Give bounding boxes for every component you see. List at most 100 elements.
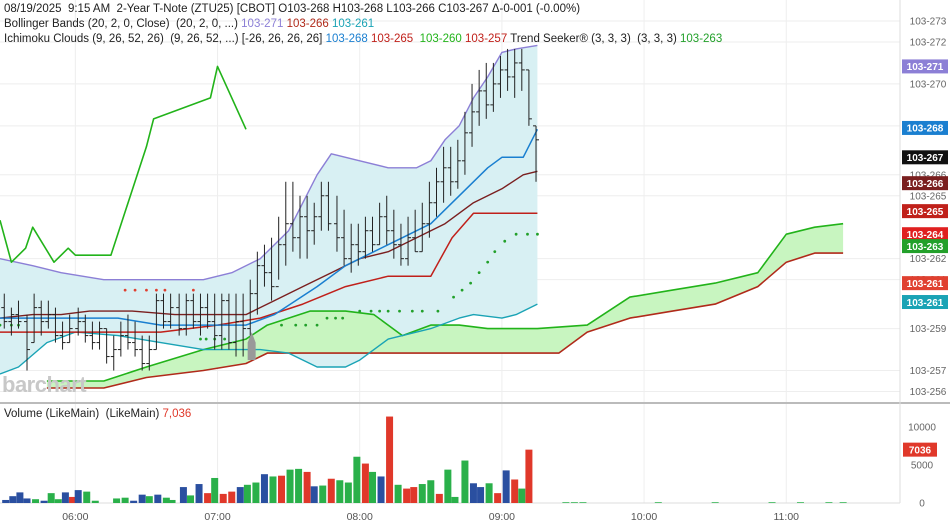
volume-bar: [278, 475, 286, 503]
ohlc-bar: [254, 251, 261, 315]
trend-seeker-dot: [294, 323, 298, 327]
trend-seeker-dot: [420, 309, 424, 313]
y-axis-tick-label: 103-262: [910, 254, 947, 265]
volume-bar: [303, 471, 311, 503]
trend-seeker-dot: [460, 288, 464, 292]
trend-seeker-dot: [163, 288, 167, 292]
price-label: 103-261: [907, 279, 944, 290]
trend-seeker-dot: [469, 281, 473, 285]
ohlc-bar: [412, 209, 419, 253]
volume-bar: [369, 471, 377, 503]
volume-bar: [485, 483, 493, 503]
volume-bar: [179, 487, 187, 503]
volume-bar: [327, 478, 335, 503]
price-label-bg: [902, 59, 948, 74]
volume-label[interactable]: Volume (LikeMain): [4, 408, 100, 420]
header-line-3: Ichimoku Clouds (9, 26, 52, 26) (9, 26, …: [4, 33, 722, 45]
ohlc-bar: [96, 321, 103, 350]
bollinger-mid-line: [0, 170, 538, 319]
ohlc-bar: [504, 48, 511, 91]
ohlc-bar: [103, 328, 110, 364]
volume-bar: [138, 494, 146, 503]
ohlc-bar: [15, 300, 22, 329]
price-label-bg: [902, 204, 948, 219]
trend-seeker-dot: [358, 309, 362, 313]
ohlc-bar: [146, 335, 153, 371]
x-axis-tick-label: 07:00: [204, 511, 230, 523]
price-label: 103-266: [907, 179, 944, 190]
ichimoku-cloud-fill: [46, 223, 844, 388]
volume-bar: [336, 480, 344, 503]
trend-seeker-dot: [486, 260, 490, 264]
trend-seeker-dot: [369, 309, 373, 313]
price-label: 103-263: [907, 242, 944, 253]
ohlc-bar: [31, 293, 38, 344]
volume-bar: [427, 480, 435, 503]
ichimoku-span-a-value: 103-260: [419, 33, 462, 45]
volume-bar: [477, 487, 485, 503]
volume-bar: [418, 484, 426, 503]
volume-bar: [83, 491, 91, 503]
volume-bar: [74, 490, 82, 503]
ohlc-bar: [311, 202, 318, 245]
ohlc-bar: [190, 293, 197, 329]
volume-bar: [40, 500, 48, 503]
ohlc-bar: [225, 293, 232, 350]
price-label-bg: [902, 227, 948, 242]
header-line-2: Bollinger Bands (20, 2, 0, Close) (20, 2…: [4, 18, 374, 30]
volume-bar: [23, 498, 31, 503]
ohlc-bar: [341, 209, 348, 266]
trend-seeker-dot: [204, 337, 208, 341]
volume-bar: [113, 498, 121, 503]
price-label-bg: [902, 120, 948, 135]
volume-bar: [130, 500, 138, 503]
ohlc-bar: [461, 111, 468, 175]
price-label-bg: [902, 295, 948, 310]
y-axis-tick-label: 103-266: [910, 170, 947, 181]
volume-bar: [353, 456, 361, 503]
bb-label[interactable]: Bollinger Bands (20, 2, 0, Close): [4, 18, 170, 30]
volume-bar: [145, 496, 153, 503]
trend-seeker-dot: [325, 316, 329, 320]
trend-seeker-dot: [154, 288, 158, 292]
volume-bar: [162, 497, 170, 503]
trend-seeker-dot: [199, 337, 202, 341]
ohlc-bar: [405, 216, 412, 266]
ohlc-bar: [139, 335, 146, 371]
trend-seeker-dot: [191, 288, 195, 292]
ohlc-bar: [197, 293, 204, 336]
ohlc-bar: [110, 335, 117, 371]
volume-bar: [295, 468, 303, 503]
ichimoku-label[interactable]: Ichimoku Clouds (9, 26, 52, 26): [4, 33, 164, 45]
trend-seeker-dot: [436, 309, 440, 313]
volume-last-label: 7036: [909, 445, 932, 456]
barchart-logo: barchart: [2, 372, 87, 397]
volume-bar: [444, 469, 452, 503]
ohlc-bar: [376, 202, 383, 246]
bb-lower-value: 103-261: [332, 18, 375, 30]
ohlc-bar: [89, 321, 96, 350]
ohlc-bar: [497, 55, 504, 98]
ohlc-bar: [218, 293, 225, 350]
trend-seeker-dot: [145, 288, 148, 292]
volume-bar: [61, 492, 69, 503]
volume-bar: [2, 499, 10, 503]
volume-axis-tick-label: 10000: [908, 423, 936, 434]
bb-upper-value: 103-271: [241, 18, 284, 30]
price-label: 103-265: [907, 207, 944, 218]
trend-seeker-dot: [526, 232, 529, 236]
trend-seeker-dot: [503, 239, 507, 243]
trend-seeker-dot: [378, 309, 382, 313]
volume-bar: [394, 484, 402, 503]
ichimoku-span-b-value: 103-257: [465, 33, 508, 45]
ohlc-bar: [204, 293, 211, 329]
ohlc-bar: [132, 321, 139, 357]
trend-seeker-dot: [123, 288, 127, 292]
volume-bar: [319, 485, 327, 503]
ohlc-bar: [490, 62, 497, 112]
volume-bar: [361, 463, 369, 503]
trend-seeker-label[interactable]: Trend Seeker® (3, 3, 3): [510, 33, 631, 45]
ohlc-bar: [124, 314, 131, 350]
ichimoku-kijun-line: [0, 212, 538, 333]
